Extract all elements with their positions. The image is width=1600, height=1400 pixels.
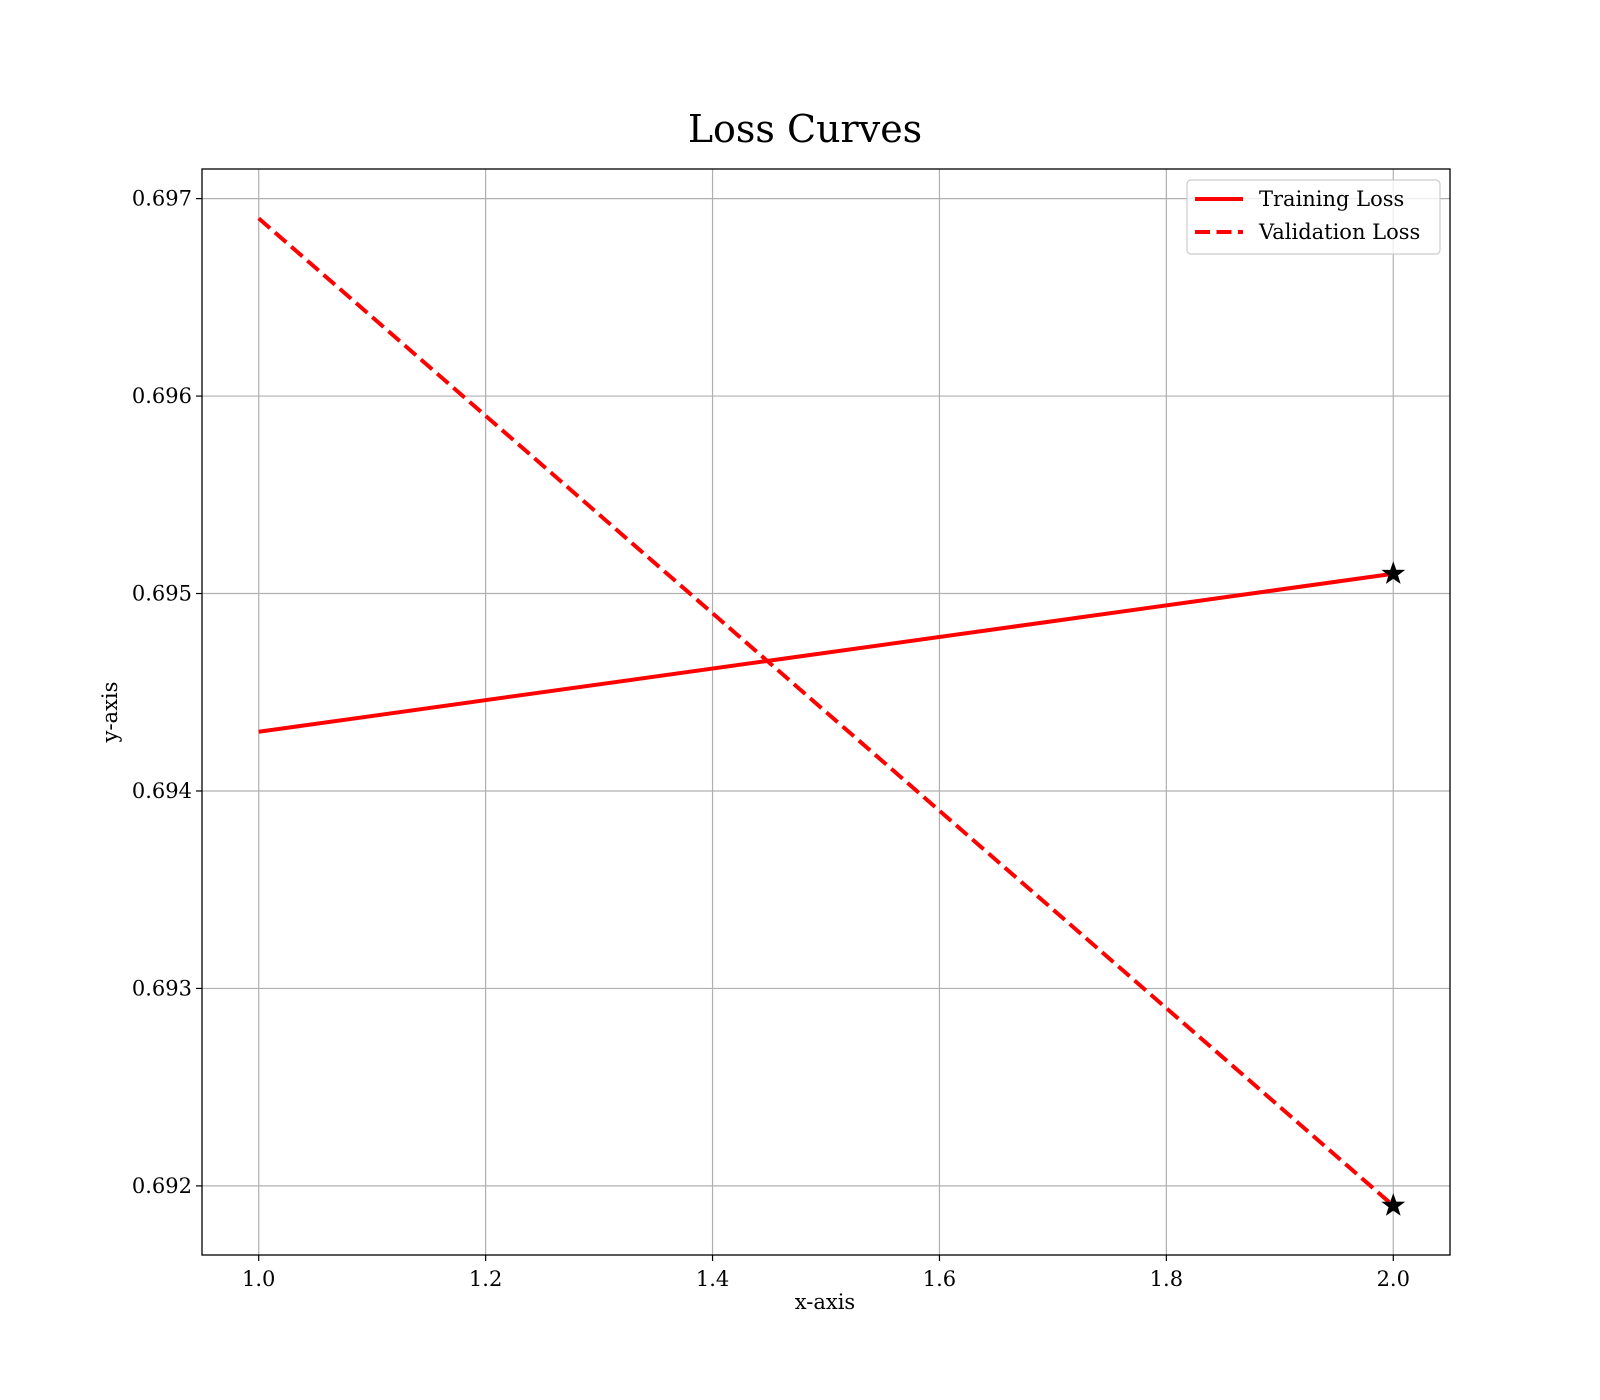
legend-label-validation-loss: Validation Loss bbox=[1258, 220, 1420, 244]
series-line-training-loss bbox=[258, 571, 1394, 734]
series-markers bbox=[1381, 561, 1406, 1216]
x-tick-label: 2.0 bbox=[1377, 1267, 1410, 1291]
x-tick-label: 1.2 bbox=[469, 1267, 502, 1291]
y-tick-label: 0.693 bbox=[132, 976, 192, 1000]
legend-box bbox=[1186, 179, 1441, 255]
y-axis-label: y-axis bbox=[98, 682, 122, 744]
legend: Training Loss Validation Loss bbox=[1186, 179, 1441, 255]
series-line-validation-loss bbox=[257, 216, 1395, 1208]
y-axis-ticks: 0.692 0.693 0.694 0.695 0.696 0.697 bbox=[132, 187, 202, 1198]
x-tick-label: 1.8 bbox=[1150, 1267, 1183, 1291]
y-tick-label: 0.696 bbox=[132, 384, 192, 408]
y-tick-label: 0.694 bbox=[132, 779, 192, 803]
legend-label-training-loss: Training Loss bbox=[1259, 187, 1404, 211]
y-tick-label: 0.695 bbox=[132, 582, 192, 606]
end-marker-validation-loss bbox=[1381, 1193, 1406, 1216]
x-tick-label: 1.6 bbox=[923, 1267, 956, 1291]
x-tick-label: 1.4 bbox=[696, 1267, 729, 1291]
series-lines bbox=[257, 216, 1395, 1208]
x-tick-label: 1.0 bbox=[242, 1267, 275, 1291]
y-tick-label: 0.697 bbox=[132, 187, 192, 211]
x-axis-label: x-axis bbox=[795, 1290, 855, 1314]
x-axis-ticks: 1.0 1.2 1.4 1.6 1.8 2.0 bbox=[242, 1255, 1410, 1291]
y-tick-label: 0.692 bbox=[132, 1174, 192, 1198]
plot-area-frame bbox=[201, 168, 1451, 1256]
end-marker-training-loss bbox=[1381, 561, 1406, 584]
chart-title: Loss Curves bbox=[688, 107, 922, 151]
